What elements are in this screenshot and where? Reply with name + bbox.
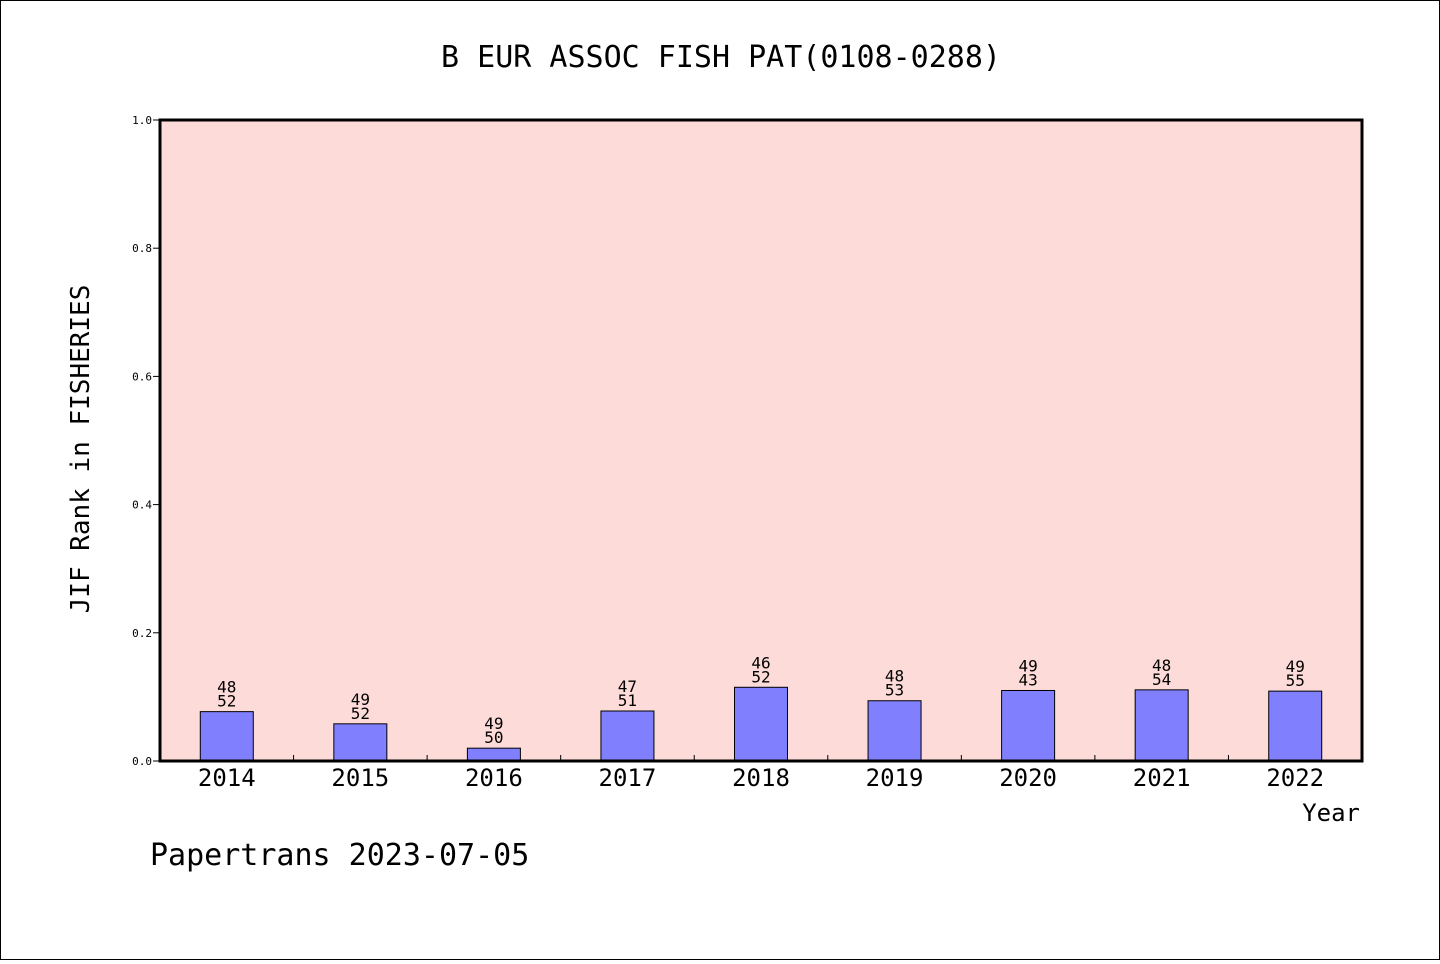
y-tick-label: 0.4 xyxy=(132,499,152,512)
bar-2014 xyxy=(199,711,254,762)
x-tick-label: 2016 xyxy=(465,764,523,792)
x-tick-label: 2021 xyxy=(1133,764,1191,792)
bar-total-label: 50 xyxy=(484,728,503,747)
bar-2022 xyxy=(1268,690,1323,762)
x-tick-label: 2019 xyxy=(866,764,924,792)
bar-2019 xyxy=(867,700,922,762)
bar-total-label: 54 xyxy=(1152,670,1171,689)
plot-area xyxy=(158,118,1364,763)
bar-total-label: 52 xyxy=(351,704,370,723)
plot-border xyxy=(158,118,1364,763)
y-tick-label: 0.8 xyxy=(132,242,152,255)
y-tick-label: 1.0 xyxy=(132,114,152,127)
x-tick-label: 2015 xyxy=(331,764,389,792)
bar-rank-label: 49 xyxy=(1286,657,1305,676)
footer-credit: Papertrans 2023-07-05 xyxy=(150,838,529,873)
bar-rank-label: 46 xyxy=(751,653,770,672)
bar-rank-label: 48 xyxy=(217,678,236,697)
x-axis-ticks: 2014 2015 2016 2017 2018 2019 2020 2021 2022 xyxy=(198,755,1324,792)
bar-2016 xyxy=(466,747,521,762)
y-tick-label: 0.2 xyxy=(132,627,152,640)
bar-rank-label: 49 xyxy=(351,690,370,709)
bar-rank-label: 47 xyxy=(618,677,637,696)
chart-title: B EUR ASSOC FISH PAT(0108-0288) xyxy=(441,40,1001,75)
bar-total-label: 52 xyxy=(751,667,770,686)
bar-total-label: 52 xyxy=(217,692,236,711)
bar-2017 xyxy=(600,710,655,762)
bar-2020 xyxy=(1001,689,1056,762)
bar-rank-label: 48 xyxy=(885,667,904,686)
x-tick-label: 2020 xyxy=(999,764,1057,792)
bar-total-label: 53 xyxy=(885,681,904,700)
x-tick-label: 2014 xyxy=(198,764,256,792)
x-tick-label: 2022 xyxy=(1266,764,1324,792)
bar-rank-label: 48 xyxy=(1152,656,1171,675)
x-axis-label: Year xyxy=(1302,799,1360,827)
bar-total-label: 51 xyxy=(618,691,637,710)
y-tick-label: 0.6 xyxy=(132,370,152,383)
y-axis-label: JIF Rank in FISHERIES xyxy=(66,285,96,614)
bar-total-label: 43 xyxy=(1018,670,1037,689)
bar-rank-label: 49 xyxy=(484,714,503,733)
x-tick-label: 2017 xyxy=(599,764,657,792)
bar-2015 xyxy=(333,723,388,762)
y-tick-label: 0.0 xyxy=(132,755,152,768)
bar-total-label: 55 xyxy=(1286,671,1305,690)
bar-series xyxy=(199,686,1323,762)
bar-rank-label: 49 xyxy=(1018,656,1037,675)
y-axis-ticks: 0.0 0.2 0.4 0.6 0.8 1.0 xyxy=(132,114,160,768)
bar-2021 xyxy=(1134,689,1189,762)
bar-2018 xyxy=(734,686,788,762)
x-tick-label: 2018 xyxy=(732,764,790,792)
